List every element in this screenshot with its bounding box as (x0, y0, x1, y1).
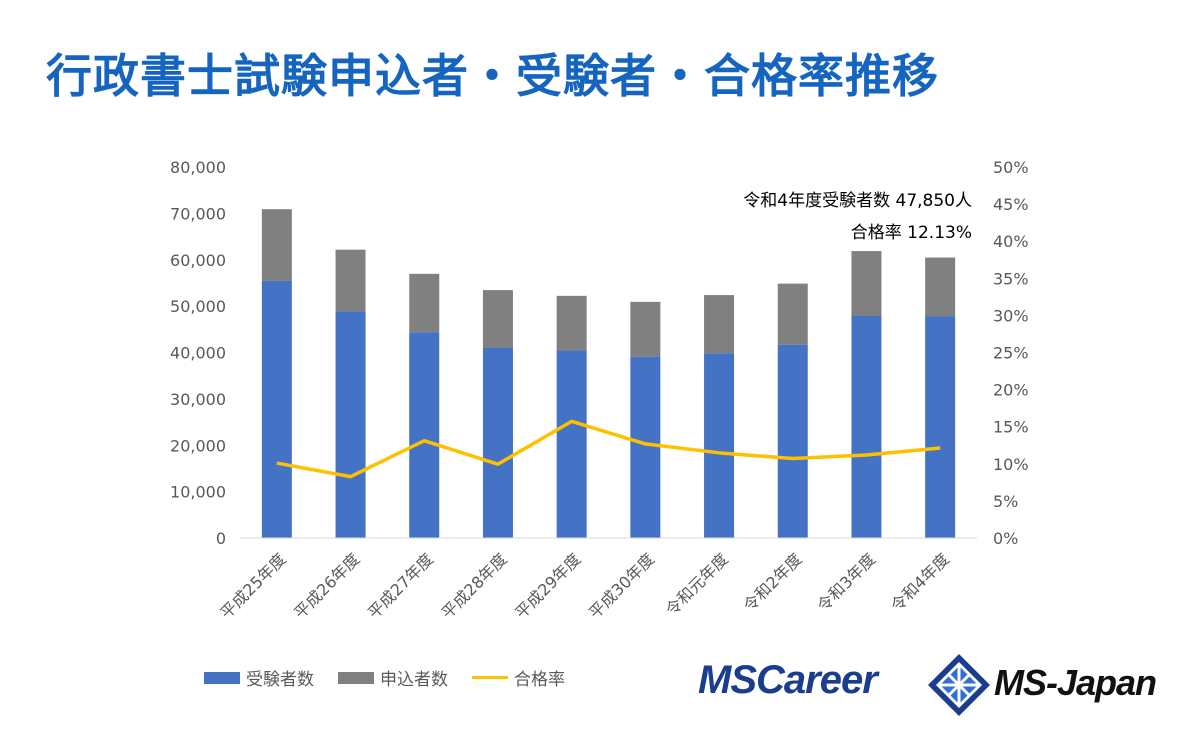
x-tick: 令和4年度 (887, 549, 953, 615)
y-left-tick: 10,000 (170, 483, 226, 502)
bar-applicants (777, 283, 808, 345)
bar-examinees (409, 332, 440, 538)
bar-applicants (335, 249, 366, 312)
y-left-tick: 70,000 (170, 204, 226, 223)
bar-examinees (704, 353, 735, 538)
legend-label-examinees: 受験者数 (246, 670, 314, 690)
y-right-tick: 40% (993, 232, 1029, 251)
y-right-tick: 25% (993, 344, 1029, 363)
x-tick: 平成30年度 (585, 549, 658, 622)
x-tick: 平成26年度 (290, 549, 363, 622)
y-left-tick: 30,000 (170, 390, 226, 409)
pass-rate-line (276, 419, 941, 479)
y-right-tick: 5% (993, 492, 1018, 511)
bar-examinees (556, 350, 587, 538)
legend-swatch-applicants (338, 671, 374, 684)
y-left-tick: 20,000 (170, 436, 226, 455)
bar-applicants (409, 273, 440, 333)
bar-examinees (261, 280, 292, 538)
ms-japan-logo: MS-Japan (994, 662, 1157, 703)
ms-japan-diamond-icon (928, 654, 990, 716)
bar-applicants (925, 257, 956, 317)
bar-examinees (851, 316, 882, 538)
x-tick: 平成25年度 (217, 549, 290, 622)
y-left-tick: 50,000 (170, 297, 226, 316)
y-right-tick: 30% (993, 306, 1029, 325)
page-title: 行政書士試験申込者・受験者・合格率推移 (46, 49, 939, 103)
bar-applicants (261, 209, 292, 281)
annotation-line1: 令和4年度受験者数 47,850人 (743, 191, 972, 211)
x-tick: 令和2年度 (740, 549, 806, 615)
bar-applicants (630, 301, 661, 357)
mscareer-logo: MSCareer (698, 658, 878, 702)
y-right-axis: 0% 5% 10% 15% 20% 25% 30% 35% 40% 45% 50% (993, 158, 1029, 548)
y-right-tick: 45% (993, 195, 1029, 214)
bar-examinees (630, 356, 661, 538)
bar-examinees (482, 347, 513, 538)
x-axis: 平成25年度 平成26年度 平成27年度 平成28年度 平成29年度 平成30年度 令和元年… (217, 549, 953, 622)
bar-applicants (556, 295, 587, 351)
x-tick: 平成27年度 (364, 549, 437, 622)
legend-item-pass-rate: 合格率 (472, 665, 565, 690)
bar-applicants (482, 290, 513, 348)
bar-applicants (851, 251, 882, 317)
legend-swatch-pass-rate (472, 676, 508, 679)
y-right-tick: 10% (993, 455, 1029, 474)
legend-swatch-examinees (204, 671, 240, 684)
logos: MSCareer MS-Japan (698, 652, 1188, 722)
legend-label-applicants: 申込者数 (380, 670, 448, 690)
bar-applicants (704, 295, 735, 354)
bars (261, 209, 956, 538)
legend-item-examinees: 受験者数 (204, 665, 314, 690)
y-right-tick: 20% (993, 381, 1029, 400)
y-right-tick: 15% (993, 418, 1029, 437)
y-left-tick: 40,000 (170, 344, 226, 363)
y-right-tick: 35% (993, 269, 1029, 288)
annotation-line2: 合格率 12.13% (851, 223, 972, 243)
bar-examinees (335, 311, 366, 538)
y-right-tick: 0% (993, 529, 1018, 548)
bar-examinees (777, 344, 808, 538)
bar-examinees (925, 316, 956, 538)
y-right-tick: 50% (993, 158, 1029, 177)
legend-label-pass-rate: 合格率 (514, 670, 565, 690)
x-tick: 平成28年度 (438, 549, 511, 622)
x-tick: 令和元年度 (662, 549, 732, 619)
y-left-tick: 80,000 (170, 158, 226, 177)
y-left-axis: 0 10,000 20,000 30,000 40,000 50,000 60,000 70,… (170, 158, 226, 548)
legend-item-applicants: 申込者数 (338, 665, 448, 690)
x-tick: 令和3年度 (813, 549, 879, 615)
pass-rate-line-layer (276, 419, 941, 479)
y-left-tick: 60,000 (170, 251, 226, 270)
legend: 受験者数 申込者数 合格率 (204, 665, 565, 690)
y-left-tick: 0 (216, 529, 226, 548)
x-tick: 平成29年度 (511, 549, 584, 622)
